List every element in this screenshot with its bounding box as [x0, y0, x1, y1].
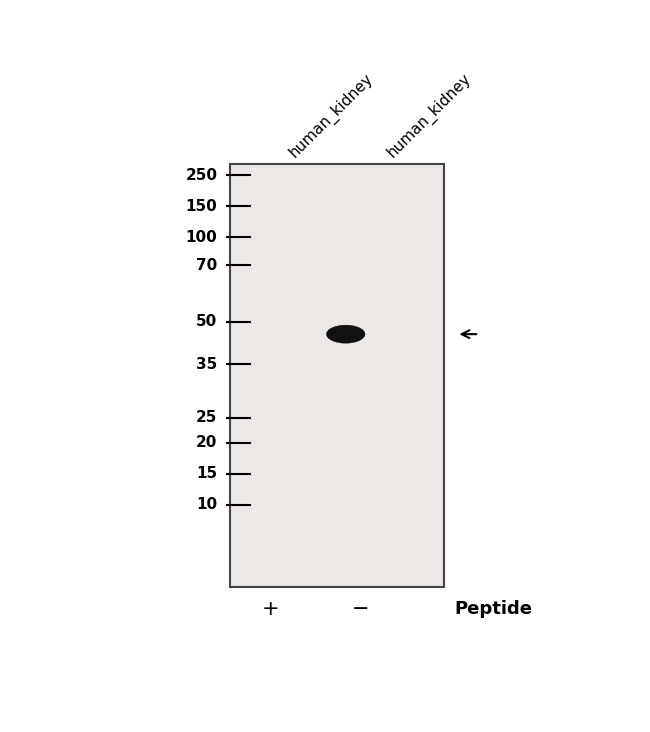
Text: 25: 25	[196, 410, 217, 425]
Text: 150: 150	[185, 198, 217, 214]
Text: 250: 250	[185, 168, 217, 183]
Ellipse shape	[328, 328, 344, 340]
Text: 100: 100	[185, 230, 217, 244]
Bar	[230, 164, 444, 586]
Ellipse shape	[326, 325, 365, 343]
Text: human_kidney: human_kidney	[287, 70, 377, 161]
Text: +: +	[261, 600, 279, 619]
Text: human_kidney: human_kidney	[385, 70, 475, 161]
Text: Peptide: Peptide	[454, 600, 532, 619]
Text: 35: 35	[196, 356, 217, 372]
Text: 70: 70	[196, 258, 217, 273]
Text: 20: 20	[196, 436, 217, 450]
Text: −: −	[352, 600, 370, 619]
Text: 15: 15	[196, 466, 217, 482]
Text: 50: 50	[196, 314, 217, 329]
Text: 10: 10	[196, 498, 217, 512]
